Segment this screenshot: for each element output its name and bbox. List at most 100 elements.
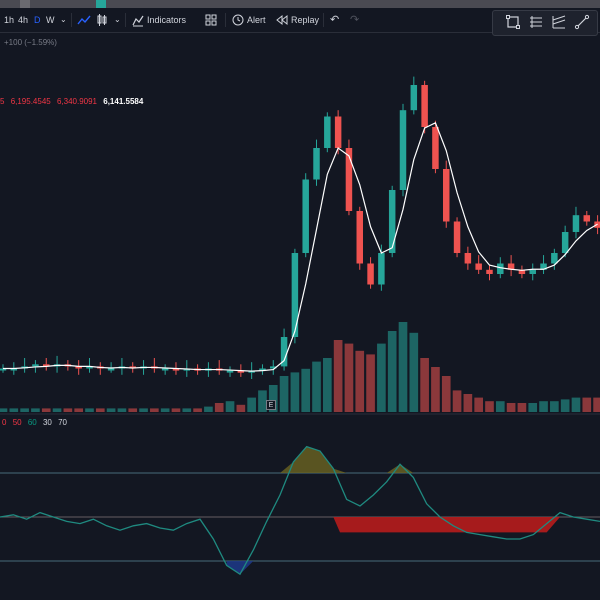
candle-body bbox=[356, 211, 363, 264]
candle-body bbox=[529, 269, 536, 274]
candle-body bbox=[86, 366, 93, 369]
alert-button[interactable]: Alert bbox=[247, 15, 266, 25]
candle-body bbox=[10, 368, 18, 371]
volume-bar bbox=[214, 403, 224, 412]
indicators-icon[interactable] bbox=[132, 11, 146, 29]
candle-body bbox=[572, 215, 580, 232]
replay-button[interactable]: Replay bbox=[291, 15, 320, 25]
candle-body bbox=[324, 116, 331, 148]
candle-body bbox=[475, 263, 482, 270]
volume-bar bbox=[387, 331, 397, 412]
volume-bar bbox=[193, 408, 202, 412]
volume-bar bbox=[333, 340, 343, 412]
volume-bar bbox=[31, 408, 40, 412]
volume-bar bbox=[9, 408, 19, 412]
indicator-param: 70 bbox=[58, 418, 68, 427]
interval-1h[interactable]: 1h bbox=[4, 15, 15, 25]
volume-bar bbox=[452, 390, 462, 412]
trendline-tool-icon[interactable] bbox=[574, 14, 592, 32]
line-chart-icon[interactable] bbox=[77, 11, 93, 29]
volume-bar bbox=[485, 401, 494, 412]
candle-body bbox=[172, 368, 180, 371]
candle-body bbox=[399, 110, 407, 190]
volume-bar bbox=[182, 408, 192, 412]
price-chart-canvas[interactable] bbox=[0, 34, 600, 600]
candle-body bbox=[32, 364, 39, 367]
ohlc-value: 5 bbox=[0, 97, 5, 106]
volume-bar bbox=[0, 408, 8, 412]
interval-d[interactable]: D bbox=[34, 15, 41, 25]
candle-body bbox=[410, 85, 418, 111]
volume-bar bbox=[431, 367, 440, 412]
volume-bar bbox=[593, 397, 600, 412]
volume-bar bbox=[128, 408, 138, 412]
last-price-value: 6,141.5584 bbox=[103, 97, 144, 106]
candle-body bbox=[334, 116, 342, 148]
candle-body bbox=[464, 253, 472, 264]
candle-body bbox=[237, 370, 245, 373]
candle-body bbox=[540, 263, 547, 270]
volume-bar bbox=[20, 408, 29, 412]
indicator-legend: 0 50 60 30 70 bbox=[2, 418, 71, 427]
volume-bar bbox=[506, 403, 516, 412]
volume-bar bbox=[106, 408, 116, 412]
overbought-zone bbox=[386, 464, 414, 473]
indicator-param: 50 bbox=[12, 418, 22, 427]
text-lines-tool-icon[interactable] bbox=[528, 14, 546, 32]
chart-type-chevron-icon[interactable]: ⌄ bbox=[114, 15, 121, 24]
volume-bar bbox=[377, 343, 386, 412]
volume-bar bbox=[160, 408, 170, 412]
volume-bar bbox=[312, 361, 321, 412]
rectangle-tool-icon[interactable] bbox=[505, 14, 523, 32]
volume-bar bbox=[463, 394, 473, 412]
volume-bar bbox=[279, 376, 289, 412]
candle-body bbox=[497, 263, 504, 274]
volume-bar bbox=[258, 390, 267, 412]
ohlc-legend: 5 6,195.4545 6,340.9091 6,141.5584 bbox=[0, 97, 143, 106]
fib-tool-icon[interactable] bbox=[551, 14, 569, 32]
toolbar-divider bbox=[71, 13, 72, 27]
volume-bar bbox=[539, 401, 548, 412]
undo-icon[interactable]: ↶ bbox=[330, 14, 340, 26]
candle-body bbox=[291, 253, 299, 337]
volume-bar bbox=[582, 397, 592, 412]
candle-body bbox=[161, 368, 169, 371]
templates-grid-icon[interactable] bbox=[205, 11, 219, 29]
volume-bar bbox=[85, 408, 94, 412]
alert-clock-icon[interactable] bbox=[232, 11, 246, 29]
volume-bar bbox=[268, 385, 278, 412]
volume-bar bbox=[171, 408, 181, 412]
indicator-param: 60 bbox=[27, 418, 37, 427]
volume-bar bbox=[301, 368, 311, 412]
earnings-badge[interactable]: E bbox=[266, 400, 276, 410]
candle-body bbox=[280, 337, 288, 367]
candles-icon[interactable] bbox=[96, 11, 110, 29]
bearish-band bbox=[333, 517, 560, 533]
volume-bar bbox=[236, 404, 246, 412]
top-strip-accent bbox=[96, 0, 106, 8]
candle-body bbox=[107, 368, 115, 371]
volume-bar bbox=[63, 408, 73, 412]
window-top-strip bbox=[0, 0, 600, 8]
interval-dropdown-chevron-icon[interactable]: ⌄ bbox=[60, 15, 67, 24]
candle-body bbox=[378, 253, 385, 285]
volume-bar bbox=[495, 401, 505, 412]
interval-4h[interactable]: 4h bbox=[18, 15, 29, 25]
candle-body bbox=[486, 269, 493, 274]
candle-body bbox=[302, 179, 309, 253]
volume-bar bbox=[117, 408, 127, 412]
volume-bar bbox=[204, 406, 213, 412]
replay-icon[interactable] bbox=[276, 11, 290, 29]
candle-body bbox=[313, 148, 320, 180]
candle-body bbox=[561, 232, 569, 253]
drawing-toolbar bbox=[492, 10, 598, 36]
volume-bar bbox=[474, 397, 483, 412]
candle-body bbox=[453, 221, 461, 253]
indicators-button[interactable]: Indicators bbox=[147, 15, 187, 25]
interval-w[interactable]: W bbox=[46, 15, 55, 25]
candle-body bbox=[367, 263, 374, 285]
redo-icon[interactable]: ↷ bbox=[350, 14, 360, 26]
indicator-param: 30 bbox=[42, 418, 52, 427]
volume-bar bbox=[398, 322, 408, 412]
candle-body bbox=[226, 370, 234, 373]
